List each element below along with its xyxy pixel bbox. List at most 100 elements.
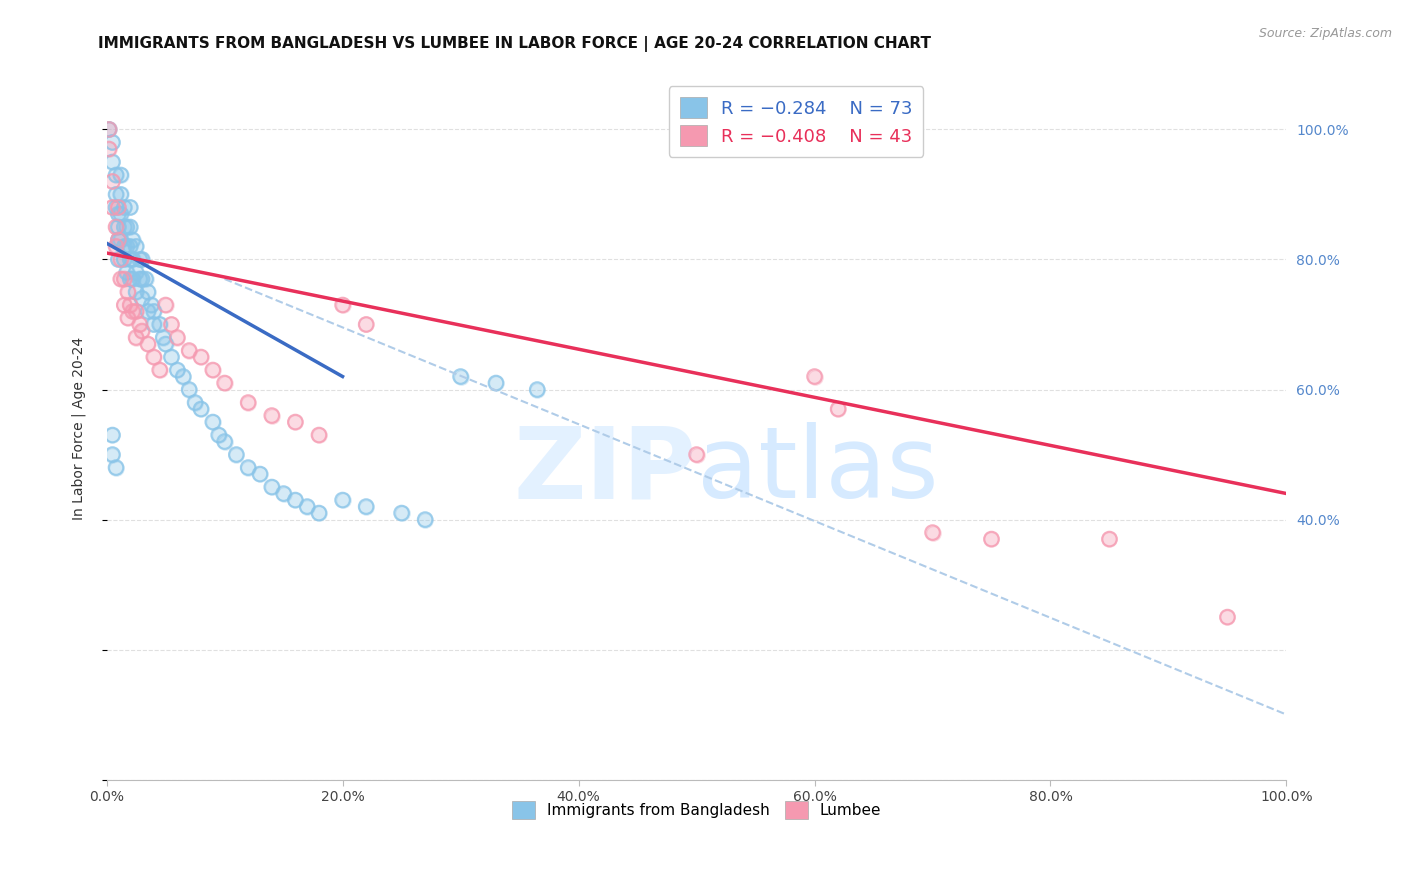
Point [112,252,135,267]
Point [136,304,159,318]
Point [107,201,129,215]
Point [120,298,142,312]
Point [1216,610,1239,624]
Point [110,233,132,247]
Point [332,493,354,508]
Point [332,493,354,508]
Point [112,252,135,267]
Point [105,239,128,253]
Point [354,318,377,332]
Point [1098,532,1121,546]
Point [115,219,138,234]
Point [155,298,177,312]
Point [101,448,124,462]
Point [117,310,139,325]
Point [125,239,148,253]
Point [125,239,148,253]
Point [450,369,472,384]
Point [120,252,142,267]
Point [260,409,283,423]
Point [125,330,148,344]
Point [803,369,825,384]
Point [214,376,236,390]
Point [105,168,128,182]
Point [260,480,283,494]
Point [413,512,436,526]
Point [115,219,138,234]
Point [225,448,247,462]
Point [190,350,212,364]
Point [131,252,153,267]
Point [110,168,132,182]
Point [155,337,177,351]
Text: IMMIGRANTS FROM BANGLADESH VS LUMBEE IN LABOR FORCE | AGE 20-24 CORRELATION CHAR: IMMIGRANTS FROM BANGLADESH VS LUMBEE IN … [98,36,931,52]
Point [179,383,201,397]
Point [131,324,153,338]
Point [125,304,148,318]
Point [115,265,138,279]
Point [121,304,143,318]
Point [184,395,207,409]
Point [980,532,1002,546]
Point [1216,610,1239,624]
Point [214,376,236,390]
Point [110,233,132,247]
Point [142,318,165,332]
Point [120,239,142,253]
Point [131,292,153,306]
Point [125,265,148,279]
Point [149,318,172,332]
Point [125,285,148,299]
Point [125,285,148,299]
Text: Source: ZipAtlas.com: Source: ZipAtlas.com [1258,27,1392,40]
Point [201,363,224,377]
Point [107,233,129,247]
Point [190,350,212,364]
Point [107,201,129,215]
Point [131,272,153,286]
Point [160,318,183,332]
Point [179,343,201,358]
Point [273,486,295,500]
Point [284,493,307,508]
Point [105,187,128,202]
Point [117,285,139,299]
Point [125,330,148,344]
Point [136,285,159,299]
Point [120,201,142,215]
Point [214,434,236,449]
Point [110,272,132,286]
Point [110,252,132,267]
Point [354,500,377,514]
Point [110,252,132,267]
Point [110,207,132,221]
Point [136,285,159,299]
Point [308,428,330,442]
Point [107,233,129,247]
Point [101,201,124,215]
Point [120,219,142,234]
Point [97,122,120,136]
Point [166,363,188,377]
Point [117,310,139,325]
Point [120,272,142,286]
Point [141,298,163,312]
Point [142,350,165,364]
Point [115,265,138,279]
Point [260,480,283,494]
Point [142,304,165,318]
Point [125,265,148,279]
Point [110,207,132,221]
Point [284,493,307,508]
Point [238,460,260,475]
Point [1098,532,1121,546]
Point [142,304,165,318]
Point [120,298,142,312]
Point [190,402,212,417]
Point [166,330,188,344]
Point [136,337,159,351]
Point [980,532,1002,546]
Point [101,136,124,150]
Point [391,506,413,520]
Point [179,383,201,397]
